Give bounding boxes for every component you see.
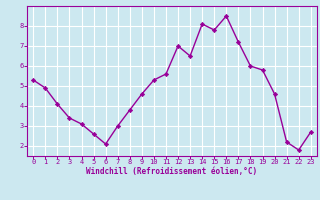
X-axis label: Windchill (Refroidissement éolien,°C): Windchill (Refroidissement éolien,°C) bbox=[86, 167, 258, 176]
